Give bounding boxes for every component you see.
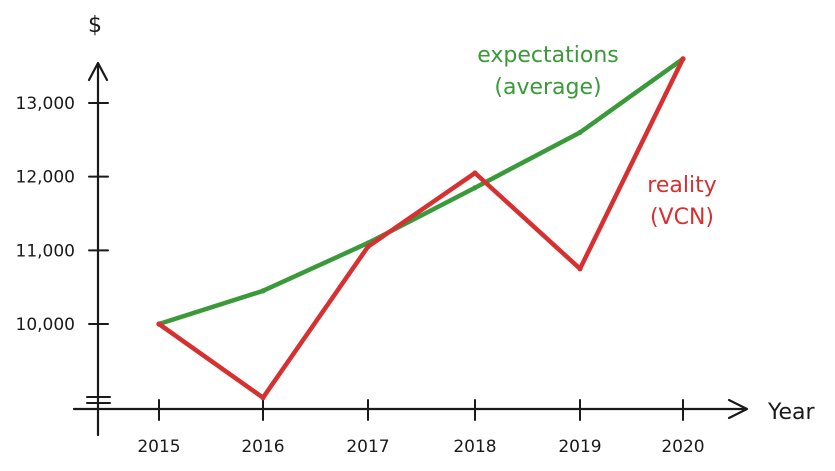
x-tick-label: 2018 [453,437,496,457]
series-label-line: (VCN) [650,205,714,230]
y-tick-label: 13,000 [16,94,75,114]
y-tick-label: 12,000 [16,168,75,188]
series-label-line: reality [647,173,716,198]
series-labels: expectations (average) reality (VCN) [477,43,716,230]
series-label-line: (average) [494,75,601,100]
x-tick-label: 2016 [241,437,284,457]
series-line-0 [156,56,686,327]
x-ticks: 2015 2016 2017 2018 2019 2020 [137,399,705,457]
series-lines [156,56,686,401]
x-tick-label: 2019 [558,437,601,457]
axes [72,61,749,437]
series-line-1 [156,56,686,400]
data-point [472,170,478,176]
series-label-line: expectations [477,43,618,68]
y-tick-label: 10,000 [16,315,75,335]
y-tick-label: 11,000 [16,241,75,261]
data-point [156,321,162,327]
data-point [365,244,371,250]
data-point [260,395,266,401]
data-point [472,185,478,191]
y-ticks: 10,000 11,000 12,000 13,000 [16,94,109,335]
data-point [577,266,583,272]
data-point [260,288,266,294]
x-tick-label: 2020 [661,437,704,457]
data-point [577,129,583,136]
x-axis-title: Year [767,400,816,425]
data-point [680,56,686,62]
x-tick-label: 2017 [346,437,389,457]
y-axis-arrowhead [87,61,109,82]
x-tick-label: 2015 [137,437,180,457]
y-axis-title: $ [88,13,102,38]
x-axis-arrowhead [727,398,749,420]
